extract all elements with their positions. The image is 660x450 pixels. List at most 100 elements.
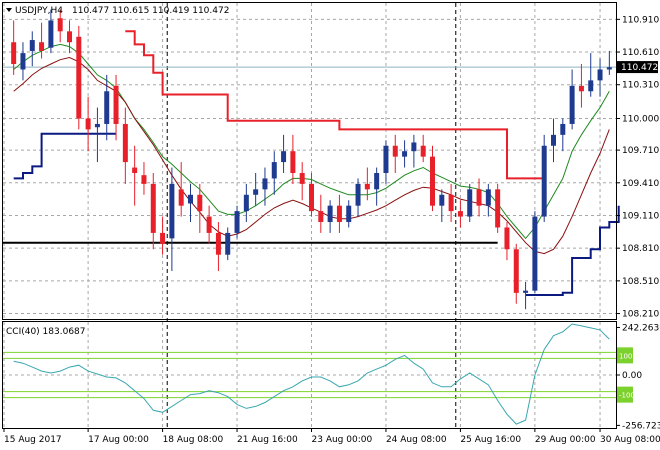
bear-candle: [290, 151, 296, 173]
bull-candle: [262, 178, 268, 190]
bear-candle: [476, 189, 482, 206]
bear-candle: [132, 167, 138, 173]
cci-level-badge: [617, 347, 633, 364]
bull-candle: [467, 189, 473, 217]
bear-candle: [420, 145, 426, 157]
bull-candle: [29, 40, 35, 51]
bear-candle: [141, 175, 147, 184]
current-price-badge: [616, 61, 658, 74]
bull-candle: [188, 194, 193, 204]
cci-line: [13, 323, 610, 425]
bull-candle: [541, 145, 547, 217]
bear-candle: [76, 36, 82, 119]
bear-candle: [122, 123, 128, 163]
bear-candle: [448, 194, 454, 212]
cci-level-label: 100: [619, 352, 632, 360]
bull-candle: [383, 145, 389, 173]
bear-candle: [57, 18, 63, 32]
bear-candle: [197, 194, 203, 212]
bear-candle: [150, 183, 156, 233]
price-tick-label: 108.810: [622, 244, 659, 254]
bull-candle: [20, 53, 26, 70]
price-tick-label: 110.310: [622, 81, 659, 91]
bull-candle: [551, 134, 556, 146]
bear-candle: [160, 232, 166, 244]
time-tick-label: 17 Aug 00:00: [88, 435, 149, 445]
current-price-label: 110.472: [621, 63, 658, 73]
cci-axis-labels: 242.2636 100 0.00 -100 -256.7237: [616, 323, 660, 431]
price-grid: [3, 3, 616, 428]
bull-candle: [346, 205, 352, 223]
bear-candle: [392, 145, 398, 157]
price-tick-label: 110.610: [622, 48, 659, 58]
bull-candle: [439, 194, 445, 206]
lower_step-line: [13, 132, 620, 296]
time-tick-label: 23 Aug 00:00: [312, 435, 373, 445]
candles: [11, 9, 612, 310]
bear-candle: [457, 211, 463, 217]
bear-candle: [364, 183, 370, 190]
price-tick-label: 109.710: [622, 146, 659, 156]
bull-candle: [271, 162, 277, 179]
price-tick-label: 110.000: [622, 115, 659, 125]
bull-candle: [411, 142, 417, 152]
price-axis-labels: 110.910 110.610 110.310 110.000 109.710 109.4…: [616, 15, 659, 320]
price-tick-label: 110.910: [622, 15, 659, 25]
bear-candle: [178, 189, 184, 206]
cci-tick-label: -256.7237: [622, 421, 660, 431]
bear-candle: [504, 227, 510, 250]
time-tick-label: 24 Aug 08:00: [386, 435, 447, 445]
bear-candle: [309, 183, 314, 212]
dropdown-triangle-icon[interactable]: [6, 8, 12, 12]
bull-candle: [234, 211, 240, 233]
price-tick-label: 109.110: [622, 211, 659, 221]
bull-candle: [281, 151, 287, 163]
time-tick-label: 25 Aug 16:00: [460, 435, 521, 445]
bull-candle: [606, 67, 612, 70]
bull-candle: [355, 183, 361, 206]
cci-indicator: [3, 323, 616, 425]
bear-candle: [430, 156, 435, 206]
bull-candle: [48, 20, 54, 48]
bull-candle: [94, 123, 100, 128]
time-tick-label: 18 Aug 08:00: [163, 435, 224, 445]
bull-candle: [225, 232, 231, 255]
bull-candle: [485, 189, 491, 206]
bull-candle: [588, 80, 594, 92]
bear-candle: [495, 189, 501, 228]
bear-candle: [39, 42, 45, 51]
cci-grid: [3, 322, 616, 428]
bear-candle: [215, 232, 221, 255]
bull-candle: [560, 123, 566, 135]
price-tick-label: 108.510: [622, 277, 659, 287]
bull-candle: [523, 290, 529, 293]
bear-candle: [206, 216, 212, 233]
cci-level-badge: [617, 386, 633, 403]
time-tick-label: 15 Aug 2017: [4, 435, 62, 445]
bear-candle: [85, 118, 91, 130]
bull-candle: [243, 194, 249, 212]
bear-candle: [299, 172, 305, 184]
bull-candle: [597, 69, 603, 81]
cci-level-label: -100: [619, 392, 635, 400]
ohlc-readout: 110.477 110.615 110.419 110.472: [72, 6, 229, 16]
bear-candle: [513, 249, 519, 293]
cci-title: CCI(40) 183.0687: [6, 327, 86, 337]
symbol-title: USDJPY,H4: [15, 6, 63, 16]
bear-candle: [318, 211, 324, 223]
price-tick-label: 109.410: [622, 179, 659, 189]
bull-candle: [374, 172, 380, 190]
time-tick-label: 21 Aug 16:00: [237, 435, 298, 445]
bear-candle: [11, 42, 17, 65]
bull-candle: [402, 151, 408, 157]
bull-candle: [169, 183, 175, 239]
bull-candle: [569, 85, 575, 124]
bear-candle: [336, 205, 342, 223]
time-axis-labels: 15 Aug 2017 17 Aug 00:00 18 Aug 08:00 21 Au…: [3, 428, 660, 445]
bear-candle: [578, 85, 584, 92]
bear-candle: [113, 85, 119, 124]
bear-candle: [67, 31, 72, 43]
cci-tick-label: 242.2636: [622, 323, 660, 333]
cci-tick-label: 0.00: [622, 371, 642, 381]
